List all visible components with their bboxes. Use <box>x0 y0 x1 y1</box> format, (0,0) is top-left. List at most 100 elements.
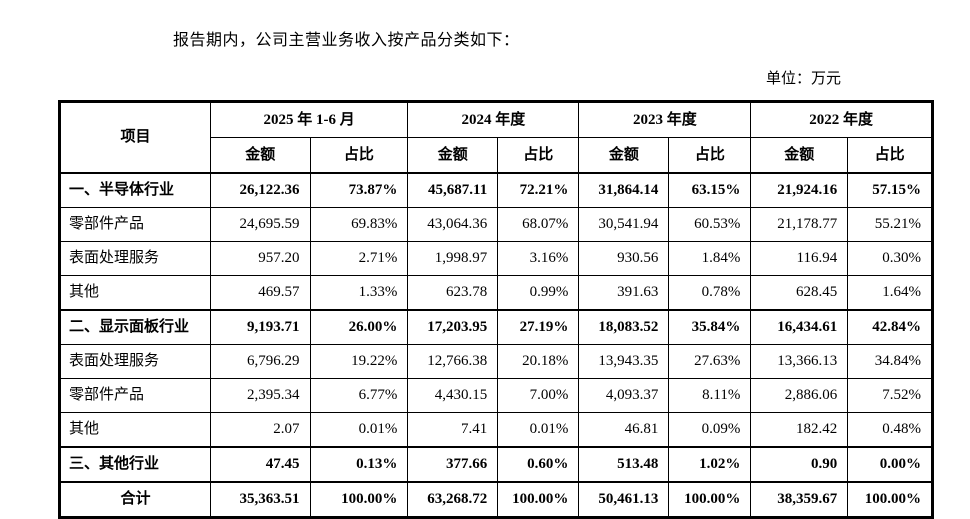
row-label: 表面处理服务 <box>58 344 212 379</box>
amount-cell: 513.48 <box>578 446 670 483</box>
revenue-table: 项目 2025 年 1-6 月 2024 年度 2023 年度 2022 年度 … <box>58 100 934 519</box>
amount-cell: 469.57 <box>210 275 311 311</box>
table-row: 表面处理服务 957.20 2.71% 1,998.97 3.16% 930.56 1.84… <box>58 241 933 276</box>
amount-cell: 46.81 <box>578 412 670 448</box>
ratio-cell: 63.15% <box>668 172 752 208</box>
amount-cell: 12,766.38 <box>407 344 499 379</box>
ratio-cell: 27.63% <box>668 344 752 379</box>
ratio-cell: 1.02% <box>668 446 752 483</box>
ratio-cell: 72.21% <box>497 172 580 208</box>
amount-cell: 18,083.52 <box>578 309 670 345</box>
row-label: 二、显示面板行业 <box>58 309 212 345</box>
ratio-cell: 0.30% <box>847 241 933 276</box>
ratio-cell: 0.09% <box>668 412 752 448</box>
ratio-cell: 57.15% <box>847 172 933 208</box>
ratio-cell: 55.21% <box>847 207 933 242</box>
amount-header: 金额 <box>578 137 670 174</box>
ratio-cell: 60.53% <box>668 207 752 242</box>
amount-cell: 43,064.36 <box>407 207 499 242</box>
ratio-cell: 0.48% <box>847 412 933 448</box>
ratio-cell: 0.78% <box>668 275 752 311</box>
ratio-cell: 0.99% <box>497 275 580 311</box>
amount-cell: 50,461.13 <box>578 481 670 518</box>
amount-cell: 47.45 <box>210 446 311 483</box>
ratio-cell: 0.01% <box>497 412 580 448</box>
amount-header: 金额 <box>407 137 499 174</box>
amount-cell: 31,864.14 <box>578 172 670 208</box>
subheader-row: 金额 占比 金额 占比 金额 占比 金额 占比 <box>60 137 933 174</box>
amount-cell: 2.07 <box>210 412 311 448</box>
amount-cell: 63,268.72 <box>407 481 499 518</box>
ratio-header: 占比 <box>668 137 752 174</box>
ratio-cell: 69.83% <box>309 207 409 242</box>
ratio-header: 占比 <box>847 137 933 174</box>
ratio-cell: 0.60% <box>497 446 580 483</box>
ratio-cell: 35.84% <box>668 309 752 345</box>
amount-cell: 116.94 <box>750 241 849 276</box>
ratio-cell: 7.00% <box>497 378 580 413</box>
amount-cell: 26,122.36 <box>210 172 311 208</box>
ratio-cell: 0.00% <box>847 446 933 483</box>
ratio-header: 占比 <box>497 137 580 174</box>
item-header: 项目 <box>58 101 212 174</box>
unit-label: 单位：万元 <box>766 71 842 87</box>
amount-cell: 628.45 <box>750 275 849 311</box>
ratio-cell: 6.77% <box>309 378 409 413</box>
ratio-cell: 0.13% <box>309 446 409 483</box>
amount-cell: 9,193.71 <box>210 309 311 345</box>
amount-header: 金额 <box>210 137 311 174</box>
amount-cell: 7.41 <box>407 412 499 448</box>
amount-cell: 45,687.11 <box>407 172 499 208</box>
row-label: 其他 <box>58 275 212 311</box>
row-label: 三、其他行业 <box>58 446 212 483</box>
ratio-cell: 100.00% <box>497 481 580 518</box>
amount-cell: 930.56 <box>578 241 670 276</box>
row-label: 一、半导体行业 <box>58 172 212 208</box>
ratio-cell: 1.84% <box>668 241 752 276</box>
ratio-cell: 26.00% <box>309 309 409 345</box>
period-header-2022: 2022 年度 <box>750 101 933 138</box>
amount-cell: 4,430.15 <box>407 378 499 413</box>
row-label: 表面处理服务 <box>58 241 212 276</box>
table-body: 一、半导体行业 26,122.36 73.87% 45,687.11 72.21% 31,… <box>58 172 933 518</box>
table-row: 其他 469.57 1.33% 623.78 0.99% 391.63 0.78% 628.4… <box>58 275 933 311</box>
ratio-cell: 7.52% <box>847 378 933 413</box>
ratio-cell: 42.84% <box>847 309 933 345</box>
amount-header: 金额 <box>750 137 849 174</box>
ratio-cell: 0.01% <box>309 412 409 448</box>
amount-cell: 16,434.61 <box>750 309 849 345</box>
intro-text: 报告期内，公司主营业务收入按产品分类如下： <box>173 32 520 49</box>
ratio-cell: 2.71% <box>309 241 409 276</box>
ratio-cell: 20.18% <box>497 344 580 379</box>
amount-cell: 24,695.59 <box>210 207 311 242</box>
amount-cell: 21,924.16 <box>750 172 849 208</box>
amount-cell: 21,178.77 <box>750 207 849 242</box>
amount-cell: 35,363.51 <box>210 481 311 518</box>
total-row: 合计 35,363.51 100.00% 63,268.72 100.00% 50,461… <box>58 481 933 518</box>
period-header-2025: 2025 年 1-6 月 <box>210 101 409 138</box>
amount-cell: 623.78 <box>407 275 499 311</box>
ratio-cell: 100.00% <box>847 481 933 518</box>
row-label: 零部件产品 <box>58 378 212 413</box>
ratio-cell: 3.16% <box>497 241 580 276</box>
ratio-cell: 73.87% <box>309 172 409 208</box>
period-header-2023: 2023 年度 <box>578 101 752 138</box>
table-row: 零部件产品 24,695.59 69.83% 43,064.36 68.07% 30,54… <box>58 207 933 242</box>
ratio-cell: 27.19% <box>497 309 580 345</box>
ratio-header: 占比 <box>309 137 409 174</box>
amount-cell: 4,093.37 <box>578 378 670 413</box>
amount-cell: 377.66 <box>407 446 499 483</box>
amount-cell: 2,886.06 <box>750 378 849 413</box>
amount-cell: 2,395.34 <box>210 378 311 413</box>
table-row: 表面处理服务 6,796.29 19.22% 12,766.38 20.18% 13,94… <box>58 344 933 379</box>
amount-cell: 38,359.67 <box>750 481 849 518</box>
amount-cell: 6,796.29 <box>210 344 311 379</box>
table-row: 二、显示面板行业 9,193.71 26.00% 17,203.95 27.19% 18,… <box>58 309 933 345</box>
amount-cell: 957.20 <box>210 241 311 276</box>
table-row: 一、半导体行业 26,122.36 73.87% 45,687.11 72.21% 31,… <box>58 172 933 208</box>
ratio-cell: 34.84% <box>847 344 933 379</box>
row-label: 零部件产品 <box>58 207 212 242</box>
amount-cell: 1,998.97 <box>407 241 499 276</box>
amount-cell: 30,541.94 <box>578 207 670 242</box>
period-header-2024: 2024 年度 <box>407 101 580 138</box>
